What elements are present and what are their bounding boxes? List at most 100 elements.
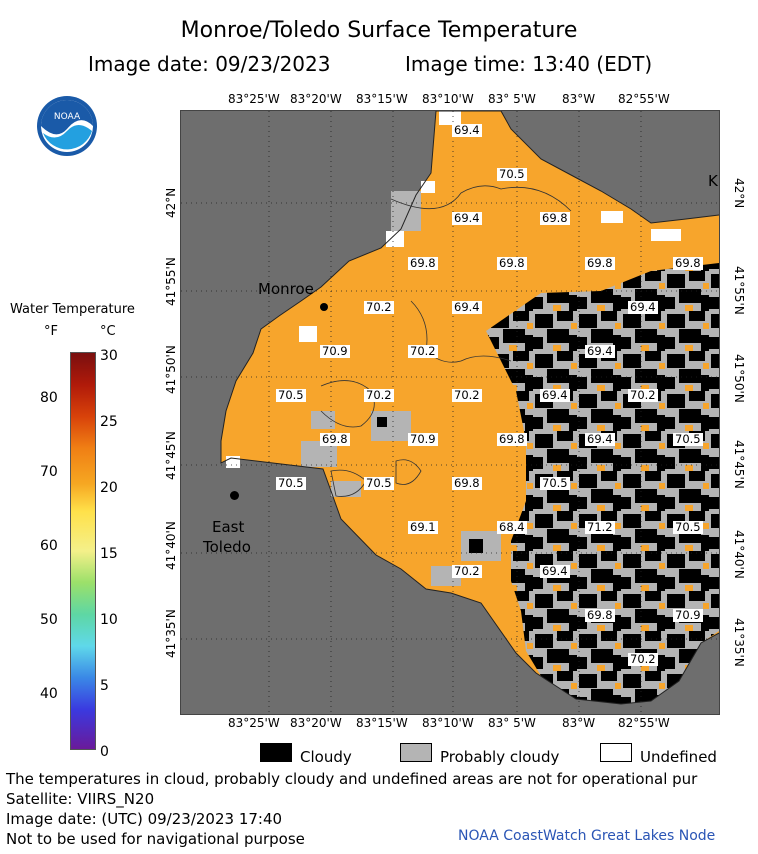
legend-title: Water Temperature bbox=[10, 302, 135, 317]
latitude-label: 41°45'N bbox=[164, 431, 178, 480]
cloud-patch bbox=[377, 417, 387, 427]
celsius-tick: 25 bbox=[100, 414, 118, 430]
temperature-label: 69.4 bbox=[452, 300, 482, 314]
longitude-label: 83° 5'W bbox=[488, 92, 536, 106]
fahrenheit-tick: 40 bbox=[40, 686, 58, 702]
temperature-label: 69.8 bbox=[585, 256, 615, 270]
cloud-patch bbox=[331, 481, 361, 497]
undefined-patch bbox=[439, 111, 461, 125]
temperature-label: 71.2 bbox=[585, 520, 615, 534]
isotherm bbox=[395, 459, 422, 485]
longitude-label: 83°10'W bbox=[422, 92, 474, 106]
latitude-label: 41°50'N bbox=[164, 345, 178, 394]
temperature-label: 70.2 bbox=[452, 388, 482, 402]
temperature-label: 69.4 bbox=[452, 211, 482, 225]
legend-unit-c: °C bbox=[100, 324, 116, 339]
temperature-label: 69.1 bbox=[408, 520, 438, 534]
celsius-tick: 10 bbox=[100, 612, 118, 628]
latitude-label: 41°50'N bbox=[732, 354, 746, 403]
city-edge-label: K bbox=[708, 172, 718, 190]
temperature-label: 70.5 bbox=[364, 476, 394, 490]
temperature-label: 70.5 bbox=[673, 520, 703, 534]
undefined-patch bbox=[421, 181, 435, 193]
temperature-label: 69.8 bbox=[497, 256, 527, 270]
fahrenheit-tick: 50 bbox=[40, 612, 58, 628]
city-east-toledo-line2: Toledo bbox=[203, 538, 251, 556]
latitude-label: 41°35'N bbox=[164, 609, 178, 658]
temperature-label: 69.4 bbox=[585, 432, 615, 446]
cloud-region bbox=[486, 263, 719, 704]
temperature-label: 70.2 bbox=[408, 344, 438, 358]
undefined-patch bbox=[601, 211, 623, 223]
image-date: Image date: 09/23/2023 bbox=[88, 52, 331, 76]
temperature-label: 70.2 bbox=[628, 388, 658, 402]
longitude-label: 82°55'W bbox=[618, 92, 670, 106]
undefined-patch bbox=[299, 326, 317, 342]
longitude-label: 83°W bbox=[562, 92, 596, 106]
legend-unit-f: °F bbox=[44, 324, 58, 339]
footer-disclaimer: Not to be used for navigational purpose bbox=[6, 830, 305, 848]
temperature-label: 70.9 bbox=[673, 608, 703, 622]
footer-utc-date: Image date: (UTC) 09/23/2023 17:40 bbox=[6, 810, 283, 828]
logo-text: NOAA bbox=[54, 112, 81, 122]
cloud-patch bbox=[391, 191, 421, 231]
temperature-label: 68.4 bbox=[497, 520, 527, 534]
temperature-label: 69.4 bbox=[628, 300, 658, 314]
celsius-tick: 15 bbox=[100, 546, 118, 562]
isotherm bbox=[410, 300, 512, 363]
latitude-label: 42°N bbox=[164, 187, 178, 218]
temperature-label: 69.8 bbox=[452, 476, 482, 490]
fahrenheit-tick: 70 bbox=[40, 464, 58, 480]
cloudy-key-swatch bbox=[260, 743, 292, 762]
temperature-label: 70.5 bbox=[276, 388, 306, 402]
temperature-label: 70.2 bbox=[452, 564, 482, 578]
longitude-label: 83°20'W bbox=[290, 716, 342, 730]
temperature-label: 69.8 bbox=[408, 256, 438, 270]
isotherm bbox=[320, 380, 375, 428]
longitude-label: 83°15'W bbox=[356, 716, 408, 730]
temperature-label: 69.8 bbox=[320, 432, 350, 446]
latitude-label: 41°45'N bbox=[732, 440, 746, 489]
longitude-label: 83°25'W bbox=[228, 716, 280, 730]
footer-note: The temperatures in cloud, probably clou… bbox=[6, 770, 698, 788]
longitude-label: 82°55'W bbox=[618, 716, 670, 730]
undefined-patch bbox=[651, 229, 681, 241]
cloud-patch bbox=[311, 411, 335, 429]
latitude-label: 42°N bbox=[732, 178, 746, 209]
shoreline bbox=[220, 111, 719, 705]
image-time: Image time: 13:40 (EDT) bbox=[405, 52, 653, 76]
temperature-map bbox=[180, 110, 720, 715]
temperature-label: 69.8 bbox=[497, 432, 527, 446]
cloud-patch bbox=[469, 539, 483, 553]
temperature-label: 70.5 bbox=[673, 432, 703, 446]
longitude-label: 83°15'W bbox=[356, 92, 408, 106]
city-monroe-marker bbox=[320, 303, 328, 311]
probably-cloudy-key-label: Probably cloudy bbox=[440, 748, 560, 766]
longitude-label: 83°25'W bbox=[228, 92, 280, 106]
footer-satellite: Satellite: VIIRS_N20 bbox=[6, 790, 155, 808]
page-title: Monroe/Toledo Surface Temperature bbox=[180, 18, 578, 43]
probably-cloudy-key-swatch bbox=[400, 743, 432, 762]
undefined-key-label: Undefined bbox=[640, 748, 717, 766]
latitude-label: 41°55'N bbox=[164, 257, 178, 306]
footer-credit: NOAA CoastWatch Great Lakes Node bbox=[458, 828, 716, 844]
temperature-label: 70.2 bbox=[364, 388, 394, 402]
temperature-label: 69.8 bbox=[673, 256, 703, 270]
temperature-label: 69.4 bbox=[452, 123, 482, 137]
celsius-tick: 5 bbox=[100, 678, 109, 694]
city-east-toledo-line1: East bbox=[212, 518, 245, 536]
temperature-label: 70.2 bbox=[628, 652, 658, 666]
temperature-label: 70.9 bbox=[408, 432, 438, 446]
temperature-label: 70.5 bbox=[497, 167, 527, 181]
temperature-label: 70.5 bbox=[276, 476, 306, 490]
temperature-label: 70.9 bbox=[320, 344, 350, 358]
temperature-label: 69.4 bbox=[540, 564, 570, 578]
longitude-label: 83°10'W bbox=[422, 716, 474, 730]
shoreline bbox=[436, 111, 719, 224]
undefined-key-swatch bbox=[600, 743, 632, 762]
temperature-label: 70.2 bbox=[364, 300, 394, 314]
longitude-label: 83°W bbox=[562, 716, 596, 730]
temperature-label: 69.8 bbox=[585, 608, 615, 622]
temperature-colorbar bbox=[70, 352, 96, 750]
image-datetime: Image date: 09/23/2023 Image time: 13:40… bbox=[0, 52, 758, 76]
